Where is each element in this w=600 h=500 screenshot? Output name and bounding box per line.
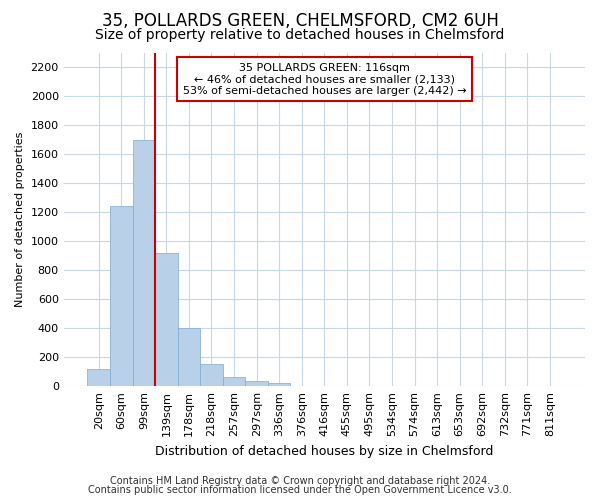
Text: 35, POLLARDS GREEN, CHELMSFORD, CM2 6UH: 35, POLLARDS GREEN, CHELMSFORD, CM2 6UH — [101, 12, 499, 30]
Bar — [155, 252, 178, 386]
Bar — [268, 384, 290, 386]
X-axis label: Distribution of detached houses by size in Chelmsford: Distribution of detached houses by size … — [155, 444, 494, 458]
Bar — [133, 140, 155, 386]
Bar — [245, 381, 268, 386]
Text: Contains HM Land Registry data © Crown copyright and database right 2024.: Contains HM Land Registry data © Crown c… — [110, 476, 490, 486]
Bar — [110, 206, 133, 386]
Bar — [223, 377, 245, 386]
Bar — [88, 370, 110, 386]
Text: Size of property relative to detached houses in Chelmsford: Size of property relative to detached ho… — [95, 28, 505, 42]
Bar — [178, 328, 200, 386]
Text: Contains public sector information licensed under the Open Government Licence v3: Contains public sector information licen… — [88, 485, 512, 495]
Bar — [200, 364, 223, 386]
Text: 35 POLLARDS GREEN: 116sqm
← 46% of detached houses are smaller (2,133)
53% of se: 35 POLLARDS GREEN: 116sqm ← 46% of detac… — [182, 62, 466, 96]
Y-axis label: Number of detached properties: Number of detached properties — [15, 132, 25, 307]
